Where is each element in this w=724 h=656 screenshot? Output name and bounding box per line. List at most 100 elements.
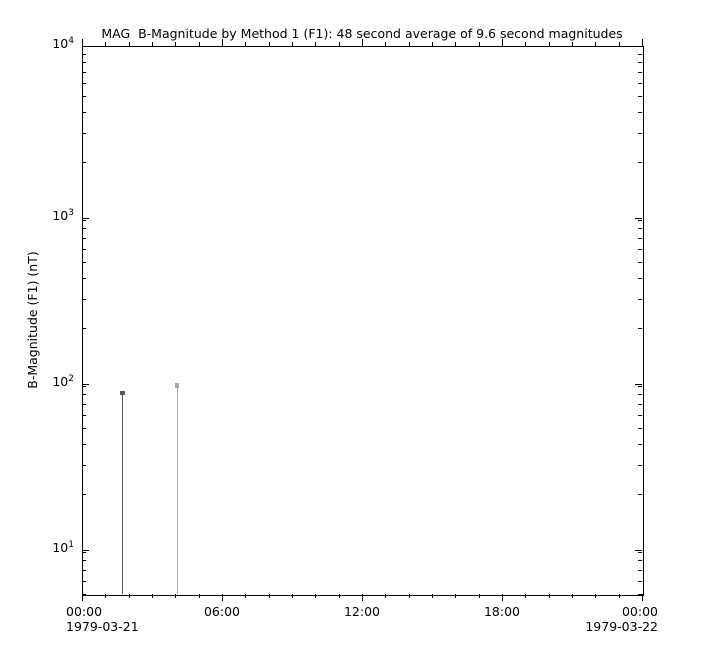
y-tick-minor bbox=[638, 95, 642, 97]
x-tick-minor bbox=[152, 594, 153, 598]
x-tick-minor bbox=[315, 42, 317, 46]
x-tick-major bbox=[82, 39, 83, 46]
y-tick-minor bbox=[638, 278, 642, 280]
x-tick-minor bbox=[268, 42, 270, 46]
y-tick-minor bbox=[638, 394, 642, 396]
y-tick-major bbox=[82, 46, 89, 47]
y-tick-minor bbox=[638, 385, 642, 387]
y-tick-minor bbox=[82, 248, 86, 250]
x-tick-minor bbox=[595, 42, 597, 46]
y-tick-minor bbox=[638, 403, 642, 405]
y-tick-minor bbox=[82, 414, 86, 416]
x-tick-minor bbox=[292, 594, 293, 598]
chart-title: MAG B-Magnitude by Method 1 (F1): 48 sec… bbox=[101, 26, 623, 41]
y-tick-minor bbox=[82, 385, 86, 387]
axes-frame bbox=[82, 46, 644, 596]
data-point-marker bbox=[120, 390, 125, 396]
x-tick-minor bbox=[175, 594, 177, 598]
y-tick-label: 104 bbox=[52, 35, 74, 51]
x-tick-minor bbox=[618, 42, 620, 46]
y-tick-major bbox=[82, 218, 89, 219]
y-tick-minor bbox=[638, 551, 642, 553]
y-tick-major bbox=[635, 384, 642, 385]
x-tick-minor bbox=[455, 42, 457, 46]
x-tick-minor bbox=[292, 42, 293, 46]
data-point-marker bbox=[174, 383, 180, 388]
y-tick-minor bbox=[638, 162, 642, 164]
x-tick-minor bbox=[338, 594, 340, 598]
x-tick-minor bbox=[338, 42, 340, 46]
x-tick-minor bbox=[128, 594, 130, 598]
x-tick-minor bbox=[572, 42, 573, 46]
y-tick-minor bbox=[82, 261, 86, 263]
x-tick-major bbox=[222, 594, 223, 601]
x-tick-major bbox=[362, 39, 363, 46]
x-tick-minor bbox=[198, 594, 200, 598]
y-tick-minor bbox=[82, 298, 86, 300]
y-tick-major bbox=[82, 384, 89, 385]
x-tick-minor bbox=[128, 42, 130, 46]
y-tick-minor bbox=[82, 71, 86, 73]
y-tick-minor bbox=[638, 71, 642, 73]
y-tick-minor bbox=[82, 444, 86, 446]
x-tick-minor bbox=[385, 594, 387, 598]
y-tick-major bbox=[635, 218, 642, 219]
y-tick-major bbox=[635, 550, 642, 551]
x-tick-minor bbox=[525, 594, 527, 598]
x-tick-major bbox=[82, 594, 83, 601]
y-tick-minor bbox=[638, 414, 642, 416]
x-tick-minor bbox=[175, 42, 177, 46]
x-tick-minor bbox=[478, 594, 480, 598]
y-tick-minor bbox=[82, 551, 86, 553]
x-tick-minor bbox=[385, 42, 387, 46]
x-tick-minor bbox=[572, 594, 573, 598]
x-tick-minor bbox=[245, 594, 247, 598]
y-tick-minor bbox=[638, 219, 642, 221]
x-tick-label: 00:00 1979-03-22 bbox=[585, 604, 658, 634]
y-tick-minor bbox=[638, 427, 642, 429]
y-tick-label: 102 bbox=[52, 373, 74, 389]
y-tick-minor bbox=[638, 132, 642, 134]
y-tick-minor bbox=[638, 328, 642, 330]
y-tick-minor bbox=[638, 298, 642, 300]
x-tick-minor bbox=[618, 594, 620, 598]
y-tick-minor bbox=[638, 248, 642, 250]
y-axis-label: B-Magnitude (F1) (nT) bbox=[25, 251, 40, 389]
y-tick-minor bbox=[82, 95, 86, 97]
y-tick-minor bbox=[638, 261, 642, 263]
y-tick-minor bbox=[82, 593, 86, 595]
x-tick-minor bbox=[315, 594, 317, 598]
y-tick-minor bbox=[638, 464, 642, 466]
y-tick-minor bbox=[82, 62, 86, 64]
y-tick-minor bbox=[82, 237, 86, 239]
y-tick-minor bbox=[82, 403, 86, 405]
y-tick-minor bbox=[638, 580, 642, 582]
x-tick-label: 00:00 1979-03-21 bbox=[66, 604, 139, 634]
x-tick-minor bbox=[432, 42, 433, 46]
y-tick-minor bbox=[82, 219, 86, 221]
data-spike-line bbox=[122, 393, 124, 594]
x-tick-major bbox=[362, 594, 363, 601]
y-tick-minor bbox=[638, 82, 642, 84]
x-tick-major bbox=[642, 39, 643, 46]
y-tick-label: 103 bbox=[52, 207, 74, 223]
y-tick-minor bbox=[82, 162, 86, 164]
y-tick-major bbox=[635, 46, 642, 47]
y-tick-minor bbox=[82, 112, 86, 114]
x-tick-major bbox=[502, 594, 503, 601]
x-tick-minor bbox=[105, 594, 107, 598]
y-tick-minor bbox=[82, 569, 86, 571]
y-tick-minor bbox=[638, 62, 642, 64]
x-tick-minor bbox=[408, 594, 410, 598]
x-tick-minor bbox=[268, 594, 270, 598]
y-tick-minor bbox=[638, 237, 642, 239]
y-tick-minor bbox=[82, 132, 86, 134]
data-spike-line bbox=[176, 385, 178, 594]
x-tick-major bbox=[642, 594, 643, 601]
x-tick-label: 18:00 bbox=[483, 604, 521, 619]
y-tick-minor bbox=[82, 464, 86, 466]
y-tick-minor bbox=[82, 53, 86, 55]
x-tick-minor bbox=[245, 42, 247, 46]
y-tick-minor bbox=[638, 494, 642, 496]
